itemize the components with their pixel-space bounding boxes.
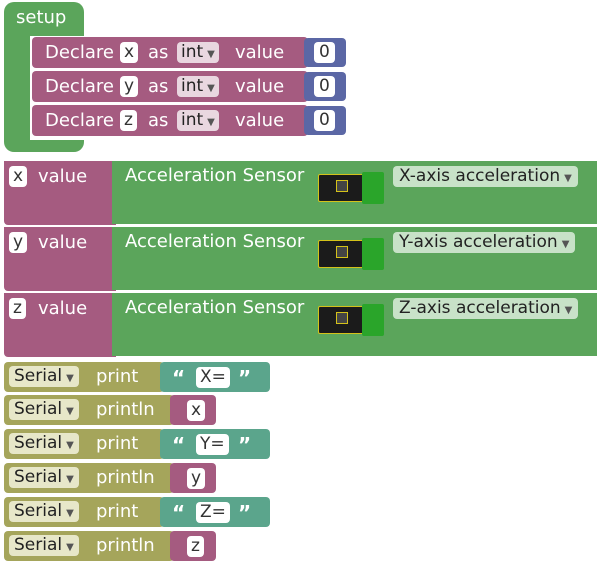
pcb-connector-shape [362, 238, 384, 270]
variable-field[interactable]: z [187, 536, 204, 557]
declare-block-z[interactable] [32, 105, 308, 136]
type-dropdown[interactable]: int ▼ [177, 42, 219, 63]
var-name-field[interactable]: y [9, 232, 28, 253]
type-dropdown[interactable]: int ▼ [177, 110, 219, 131]
var-name-field[interactable]: x [120, 42, 139, 63]
open-quote-icon: “ [172, 501, 186, 525]
number-field[interactable]: 0 [314, 42, 335, 63]
variable-field[interactable]: y [187, 468, 206, 489]
close-quote-icon: ” [238, 433, 252, 457]
chevron-down-icon: ▼ [66, 542, 74, 553]
serial-port-value: Serial [14, 501, 63, 521]
axis-value: X-axis acceleration [399, 166, 561, 186]
declare-keyword: Declare [45, 76, 114, 97]
type-dropdown[interactable]: int ▼ [177, 76, 219, 97]
serial-port-dropdown[interactable]: Serial ▼ [9, 501, 79, 522]
chevron-down-icon: ▼ [66, 508, 74, 519]
pcb-chip-shape [336, 246, 348, 258]
number-field[interactable]: 0 [314, 76, 335, 97]
serial-port-dropdown[interactable]: Serial ▼ [9, 366, 79, 387]
as-label: as [148, 76, 169, 97]
declare-keyword: Declare [45, 110, 114, 131]
axis-value: Z-axis acceleration [399, 298, 561, 318]
chevron-down-icon: ▼ [66, 373, 74, 384]
value-label: value [235, 76, 285, 97]
serial-command-label: print [96, 433, 139, 454]
close-quote-icon: ” [238, 366, 252, 390]
axis-dropdown[interactable]: Y-axis acceleration ▼ [393, 232, 576, 253]
chevron-down-icon: ▼ [564, 305, 573, 316]
chevron-down-icon: ▼ [207, 117, 215, 128]
serial-port-value: Serial [14, 366, 63, 386]
sensor-label: Acceleration Sensor [125, 165, 305, 186]
chevron-down-icon: ▼ [66, 474, 74, 485]
text-field[interactable]: Z= [196, 502, 230, 523]
serial-command-label: println [96, 399, 155, 420]
type-value: int [181, 42, 204, 62]
pcb-chip-shape [336, 180, 348, 192]
pcb-connector-shape [362, 304, 384, 336]
setup-label: setup [16, 7, 67, 28]
pcb-connector-shape [362, 172, 384, 204]
value-label: value [38, 298, 88, 319]
accelerometer-module-icon [318, 236, 386, 272]
serial-port-value: Serial [14, 433, 63, 453]
sensor-label: Acceleration Sensor [125, 297, 305, 318]
declare-keyword: Declare [45, 42, 114, 63]
chevron-down-icon: ▼ [564, 173, 572, 184]
serial-port-dropdown[interactable]: Serial ▼ [9, 399, 79, 420]
axis-value: Y-axis acceleration [399, 232, 558, 252]
chevron-down-icon: ▼ [66, 406, 74, 417]
open-quote-icon: “ [172, 433, 186, 457]
type-value: int [181, 110, 204, 130]
close-quote-icon: ” [238, 501, 252, 525]
chevron-down-icon: ▼ [207, 49, 215, 60]
sensor-label: Acceleration Sensor [125, 231, 305, 252]
serial-command-label: print [96, 501, 139, 522]
text-field[interactable]: X= [196, 367, 230, 388]
value-label: value [38, 166, 88, 187]
as-label: as [148, 42, 169, 63]
chevron-down-icon: ▼ [207, 83, 215, 94]
serial-command-label: println [96, 535, 155, 556]
var-name-field[interactable]: z [120, 110, 137, 131]
value-label: value [235, 110, 285, 131]
variable-field[interactable]: x [187, 400, 206, 421]
declare-block-y[interactable] [32, 71, 308, 102]
number-field[interactable]: 0 [314, 110, 335, 131]
value-label: value [235, 42, 285, 63]
accelerometer-module-icon [318, 302, 386, 338]
var-name-field[interactable]: y [120, 76, 139, 97]
value-label: value [38, 232, 88, 253]
serial-port-dropdown[interactable]: Serial ▼ [9, 433, 79, 454]
serial-command-label: println [96, 467, 155, 488]
chevron-down-icon: ▼ [66, 440, 74, 451]
serial-port-dropdown[interactable]: Serial ▼ [9, 467, 79, 488]
serial-port-value: Serial [14, 535, 63, 555]
var-name-field[interactable]: x [9, 166, 28, 187]
var-name-field[interactable]: z [9, 298, 26, 319]
type-value: int [181, 76, 204, 96]
serial-port-value: Serial [14, 467, 63, 487]
open-quote-icon: “ [172, 366, 186, 390]
axis-dropdown[interactable]: X-axis acceleration ▼ [393, 166, 578, 187]
serial-port-value: Serial [14, 399, 63, 419]
text-field[interactable]: Y= [196, 434, 229, 455]
chevron-down-icon: ▼ [561, 239, 570, 250]
pcb-chip-shape [336, 312, 348, 324]
serial-command-label: print [96, 366, 139, 387]
axis-dropdown[interactable]: Z-axis acceleration ▼ [393, 298, 579, 319]
accelerometer-module-icon [318, 170, 386, 206]
as-label: as [148, 110, 169, 131]
serial-port-dropdown[interactable]: Serial ▼ [9, 535, 79, 556]
declare-block-x[interactable] [32, 37, 308, 68]
